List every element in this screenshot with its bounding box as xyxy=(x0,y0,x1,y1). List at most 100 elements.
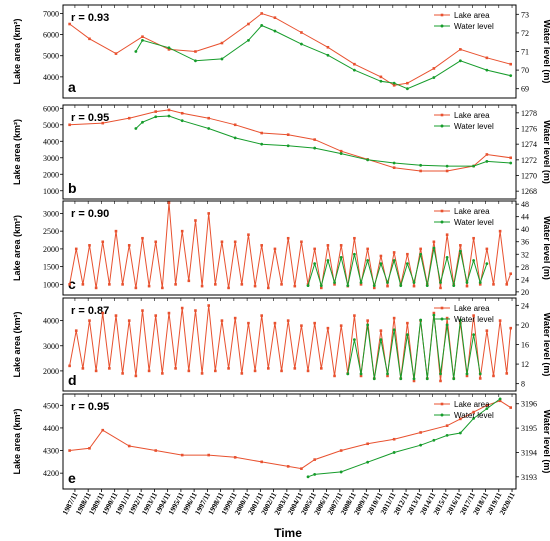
lake-area-point xyxy=(194,309,197,312)
water-level-point xyxy=(472,259,476,262)
water-level-point xyxy=(339,152,343,155)
lake-area-point xyxy=(207,304,211,307)
lake-area-point xyxy=(101,240,105,244)
right-axis-title: Water level (m) xyxy=(542,216,550,280)
lake-area-point xyxy=(459,48,462,51)
right-tick-label: 70 xyxy=(521,66,529,75)
water-level-point xyxy=(432,246,436,250)
legend-label: Lake area xyxy=(454,11,490,20)
lake-area-point xyxy=(233,316,237,320)
water-level-point xyxy=(141,38,144,42)
right-tick-label: 36 xyxy=(521,238,529,247)
lake-area-point xyxy=(419,247,422,251)
lake-area-point xyxy=(68,22,71,26)
lake-area-point xyxy=(339,149,343,153)
plot-frame xyxy=(62,393,517,490)
lake-area-point xyxy=(88,37,91,41)
lake-area-point xyxy=(300,324,303,327)
lake-area-point xyxy=(465,374,469,378)
left-tick-label: 4000 xyxy=(43,137,59,146)
panel-letter: d xyxy=(68,372,77,388)
lake-area-point xyxy=(214,283,217,286)
lake-area-point xyxy=(74,329,78,332)
x-axis-title: Time xyxy=(274,526,302,540)
lake-area-point xyxy=(313,138,316,141)
left-axis-title: Lake area (km²) xyxy=(12,215,22,281)
lake-area-point xyxy=(233,240,237,244)
right-tick-label: 1272 xyxy=(521,156,537,165)
lake-area-point xyxy=(74,247,78,251)
legend-marker xyxy=(440,220,444,224)
water-level-point xyxy=(339,470,343,474)
lake-area-point xyxy=(141,236,144,240)
water-level-point xyxy=(439,281,442,284)
right-tick-label: 1276 xyxy=(521,125,537,134)
lake-area-point xyxy=(108,283,111,286)
water-level-point xyxy=(353,338,356,342)
lake-area-point xyxy=(108,367,111,370)
water-level-point xyxy=(346,372,350,376)
left-tick-label: 5000 xyxy=(43,121,59,130)
water-level-point xyxy=(379,262,383,266)
lake-area-point xyxy=(273,321,277,325)
water-level-point xyxy=(419,163,423,167)
water-level-point xyxy=(458,59,462,63)
lake-area-point xyxy=(180,229,184,233)
lake-area-point xyxy=(114,314,118,317)
water-level-point xyxy=(154,115,158,119)
legend-label: Lake area xyxy=(454,400,490,409)
left-tick-label: 4500 xyxy=(43,401,59,410)
water-level-point xyxy=(233,136,237,140)
panel-b: 1000 2000 3000 4000 5000 6000 1268 1270 1272 1274… xyxy=(12,104,550,200)
right-tick-label: 32 xyxy=(521,250,529,259)
water-level-point xyxy=(207,127,211,130)
water-level-point xyxy=(134,127,138,130)
lake-area-point xyxy=(101,428,105,432)
lake-area-point xyxy=(406,252,409,256)
lake-area-point xyxy=(88,446,91,450)
right-tick-label: 3194 xyxy=(521,448,537,457)
lake-area-point xyxy=(339,449,343,452)
water-level-point xyxy=(306,475,310,479)
water-level-point xyxy=(478,372,482,376)
lake-area-point xyxy=(293,284,297,288)
left-tick-label: 6000 xyxy=(43,31,59,40)
water-level-point xyxy=(399,284,403,287)
right-tick-label: 12 xyxy=(521,360,529,369)
left-axis-title: Lake area (km²) xyxy=(12,408,22,474)
water-level-point xyxy=(445,434,449,437)
legend-label: Water level xyxy=(454,122,494,131)
panel-letter: e xyxy=(68,470,76,486)
water-level-point xyxy=(167,46,171,50)
lake-area-point xyxy=(326,244,330,247)
water-level-point xyxy=(458,318,462,322)
lake-area-point xyxy=(174,367,177,370)
water-level-point xyxy=(485,262,489,266)
lake-area-point xyxy=(445,233,449,236)
legend-marker xyxy=(440,113,444,117)
right-tick-label: 3196 xyxy=(521,400,537,409)
lake-area-point xyxy=(372,286,376,290)
plot-frame xyxy=(62,297,517,392)
panel-letter: b xyxy=(68,180,77,196)
legend-marker xyxy=(440,413,444,417)
right-tick-label: 1274 xyxy=(521,140,537,149)
lake-area-point xyxy=(260,12,263,15)
lake-area-point xyxy=(412,284,416,288)
lake-area-point xyxy=(313,321,316,325)
legend-marker xyxy=(440,24,444,28)
lake-area-point xyxy=(167,311,171,315)
lake-area-point xyxy=(509,62,513,66)
water-level-point xyxy=(412,281,416,284)
left-tick-label: 1000 xyxy=(43,280,59,289)
lake-area-point xyxy=(485,153,489,156)
lake-area-point xyxy=(498,229,502,233)
water-level-point xyxy=(386,281,389,284)
lake-area-point xyxy=(459,244,462,247)
legend-label: Lake area xyxy=(454,304,490,313)
left-tick-label: 6000 xyxy=(43,104,59,113)
left-tick-label: 2000 xyxy=(43,245,59,254)
lake-area-point xyxy=(280,283,283,286)
lake-area-point xyxy=(267,286,270,290)
legend-label: Lake area xyxy=(454,111,490,120)
